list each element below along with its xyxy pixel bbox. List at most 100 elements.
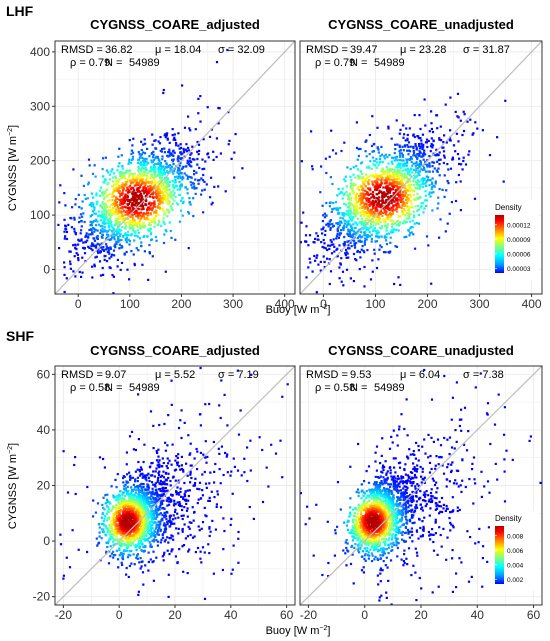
- data-point: [330, 210, 333, 213]
- data-point: [190, 184, 193, 187]
- data-point: [352, 190, 355, 193]
- data-point: [329, 239, 332, 242]
- data-point: [147, 496, 150, 499]
- data-point: [369, 174, 372, 177]
- data-point: [376, 166, 379, 169]
- data-point: [172, 163, 175, 166]
- data-point: [436, 127, 439, 130]
- data-point: [83, 247, 86, 250]
- data-point: [177, 532, 180, 535]
- data-point: [118, 554, 121, 557]
- data-point: [100, 537, 103, 540]
- data-point: [396, 210, 399, 213]
- data-point: [408, 212, 411, 215]
- data-point: [385, 185, 388, 188]
- data-point: [424, 170, 427, 173]
- data-point: [118, 191, 121, 194]
- y-axis-label-shf: CYGNSS [W m−2]: [7, 443, 19, 529]
- data-point: [138, 474, 142, 477]
- data-point: [221, 568, 224, 572]
- data-point: [142, 502, 145, 505]
- data-point: [331, 182, 334, 186]
- data-point: [121, 556, 124, 559]
- data-point: [109, 219, 112, 222]
- data-point: [406, 149, 409, 152]
- data-point: [316, 234, 319, 238]
- data-point: [65, 237, 69, 241]
- data-point: [140, 468, 143, 471]
- data-point: [114, 246, 117, 249]
- data-point: [390, 184, 394, 187]
- data-point: [149, 512, 152, 515]
- data-point: [132, 208, 135, 211]
- data-point: [141, 518, 144, 521]
- data-point: [347, 244, 350, 247]
- data-point: [153, 200, 156, 203]
- data-point: [101, 191, 104, 194]
- data-point: [105, 222, 108, 225]
- data-point: [128, 471, 131, 474]
- data-point: [168, 148, 171, 151]
- data-point: [375, 204, 378, 207]
- data-point: [349, 213, 352, 216]
- data-point: [142, 188, 145, 191]
- data-point: [193, 457, 196, 460]
- data-point: [462, 129, 466, 133]
- data-point: [134, 197, 137, 200]
- data-point: [406, 144, 409, 147]
- data-point: [357, 186, 360, 189]
- data-point: [142, 170, 146, 174]
- data-point: [92, 202, 95, 205]
- data-point: [125, 491, 129, 494]
- data-point: [172, 158, 175, 161]
- data-point: [324, 247, 327, 250]
- data-point: [135, 176, 138, 179]
- data-point: [364, 225, 367, 228]
- data-point: [121, 191, 124, 194]
- data-point: [110, 528, 113, 532]
- data-point: [392, 186, 395, 189]
- data-point: [178, 164, 181, 167]
- data-point: [180, 409, 183, 412]
- data-point: [127, 209, 130, 212]
- data-point: [148, 522, 151, 525]
- data-point: [140, 225, 143, 228]
- data-point: [394, 143, 397, 146]
- data-point: [425, 138, 429, 141]
- data-point: [144, 164, 147, 167]
- data-point: [117, 532, 120, 535]
- data-point: [396, 181, 399, 184]
- data-point: [192, 215, 195, 218]
- data-point: [409, 175, 412, 178]
- data-point: [406, 200, 409, 203]
- data-point: [114, 183, 117, 186]
- data-point: [354, 258, 357, 261]
- data-point: [182, 202, 185, 205]
- data-point: [153, 529, 156, 532]
- data-point: [131, 216, 134, 219]
- data-point: [396, 176, 399, 179]
- data-point: [187, 212, 191, 215]
- data-point: [162, 559, 165, 562]
- data-point: [137, 169, 140, 172]
- data-point: [199, 424, 202, 427]
- data-point: [138, 181, 141, 184]
- data-point: [418, 170, 421, 173]
- data-point: [132, 176, 135, 179]
- data-point: [424, 194, 427, 197]
- data-point: [176, 463, 179, 467]
- data-point: [157, 466, 160, 469]
- data-point: [385, 188, 389, 191]
- data-point: [377, 222, 380, 226]
- data-point: [80, 225, 83, 228]
- data-point: [161, 158, 164, 161]
- data-point: [93, 208, 96, 211]
- data-point: [67, 223, 70, 226]
- data-point: [410, 231, 413, 234]
- data-point: [104, 217, 107, 220]
- data-point: [138, 485, 141, 488]
- data-point: [362, 210, 365, 213]
- data-point: [114, 219, 117, 222]
- data-point: [130, 541, 133, 544]
- data-point: [129, 500, 132, 503]
